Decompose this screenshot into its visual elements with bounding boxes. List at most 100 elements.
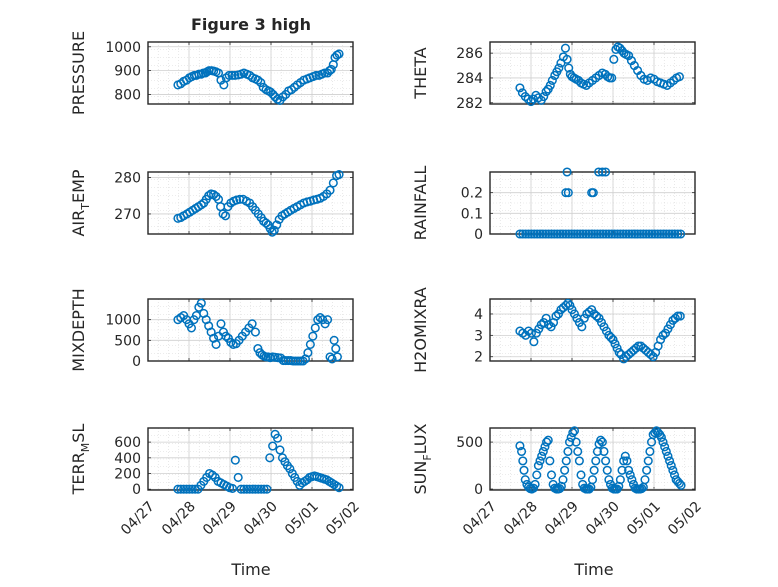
- panel-theta-data-point: [609, 54, 619, 64]
- panel-rainfall-data-point: [561, 229, 571, 239]
- panel-h2omixra-data-point: [563, 298, 573, 308]
- panel-rainfall-data-point: [541, 229, 551, 239]
- panel-sun-flux-data-point: [571, 437, 581, 447]
- panel-rainfall-data-point: [558, 229, 568, 239]
- panel-rainfall-data-point: [564, 229, 574, 239]
- panel-mixdepth-data-point: [221, 331, 231, 341]
- panel-sun-flux-data-point: [602, 465, 612, 475]
- panel-rainfall-data-point: [597, 167, 607, 177]
- panel-rainfall-data-point: [653, 229, 663, 239]
- panel-air-temp-y-tick-label: 270: [114, 207, 141, 223]
- panel-rainfall-data-point: [538, 229, 548, 239]
- panel-mixdepth-y-axis-label: MIXDEPTH: [69, 288, 88, 371]
- panel-terr-msl-data-point: [236, 484, 246, 494]
- panel-terr-msl-data-point: [285, 464, 295, 474]
- panel-sun-flux-data-point: [625, 470, 635, 480]
- panel-sun-flux-data-point: [660, 442, 670, 452]
- panel-pressure-data-point: [227, 70, 237, 80]
- panel-sun-flux-data-point: [591, 456, 601, 466]
- panel-rainfall-data-point: [555, 229, 565, 239]
- panel-rainfall-data-point: [563, 188, 573, 198]
- panel-rainfall-data-point: [529, 229, 539, 239]
- panel-sun-flux-data-point: [637, 484, 647, 494]
- panel-h2omixra-data-point: [675, 311, 685, 321]
- panel-rainfall-data-point: [567, 229, 577, 239]
- panel-rainfall-data-point: [581, 229, 591, 239]
- panel-terr-msl-data-point: [248, 484, 258, 494]
- panel-rainfall-data-point: [638, 229, 648, 239]
- panel-mixdepth: 0 500 1000 MIXDEPTH: [69, 288, 354, 372]
- panel-terr-msl-data-point: [173, 484, 183, 494]
- panel-pressure-data-point: [326, 64, 336, 74]
- panel-air-temp-data-point: [267, 227, 277, 237]
- panel-mixdepth-y-tick-label: 1000: [105, 313, 141, 329]
- panel-rainfall-data-point: [575, 229, 585, 239]
- panel-sun-flux-data-point: [584, 484, 594, 494]
- panel-sun-flux-data-point: [569, 426, 580, 436]
- panel-sun-flux-data-point: [624, 465, 634, 475]
- panel-sun-flux-data-point: [520, 475, 530, 485]
- panel-pressure: 800 900 1000 PRESSURE: [69, 31, 354, 115]
- panel-mixdepth-data-point: [298, 356, 308, 366]
- panel-rainfall-data-point: [601, 167, 611, 177]
- panel-theta-data-point: [554, 63, 564, 73]
- panel-sun-flux-data-point: [568, 428, 578, 438]
- x-axis-label-right: Time: [573, 560, 613, 579]
- panel-air-temp-data-point: [209, 190, 219, 200]
- panel-rainfall-data-point: [633, 229, 643, 239]
- panel-theta-data-point: [626, 56, 637, 66]
- panel-rainfall-data-point: [641, 229, 651, 239]
- panel-h2omixra-data-point: [608, 335, 618, 345]
- panel-rainfall-data-point: [587, 229, 597, 239]
- panel-terr-msl-y-tick-label: 0: [132, 482, 141, 498]
- panel-sun-flux-data-point: [537, 451, 547, 461]
- panel-sun-flux-data-point: [620, 451, 630, 461]
- panel-terr-msl-data-point: [268, 441, 278, 451]
- panel-sun-flux-y-tick-label: 500: [456, 435, 483, 451]
- panel-sun-flux-data-point: [674, 478, 684, 488]
- panel-theta: 282 284 286 THETA: [411, 41, 696, 112]
- panel-pressure-data-point: [230, 70, 240, 80]
- panel-mixdepth-data-point: [305, 339, 315, 350]
- panel-air-temp-data-point: [325, 185, 335, 195]
- panel-terr-msl-y-tick-label: 400: [114, 451, 141, 467]
- panel-theta-data-point: [539, 92, 549, 102]
- panel-terr-msl-data-point: [250, 484, 260, 494]
- panel-sun-flux-data-point: [538, 446, 548, 457]
- panel-h2omixra-data-point: [551, 311, 561, 321]
- panel-h2omixra-y-axis-label: H2OMIXRA: [411, 287, 430, 373]
- panel-rainfall-data-point: [656, 229, 666, 239]
- panel-air-temp-axes-box: [147, 171, 354, 235]
- panel-air-temp-data-point: [196, 200, 206, 210]
- panel-sun-flux-data-point: [517, 446, 527, 457]
- panel-mixdepth-y-tick-label: 500: [114, 333, 141, 349]
- panel-rainfall-data-point: [615, 229, 625, 239]
- panel-rainfall-data-point: [552, 229, 562, 239]
- panel-rainfall-data-point: [569, 229, 580, 239]
- panel-rainfall-data-point: [521, 229, 531, 239]
- panel-sun-flux-data-point: [604, 475, 614, 485]
- panel-sun-flux-data-point: [676, 480, 686, 490]
- panel-rainfall-data-point: [664, 229, 674, 239]
- panel-mixdepth-data-point: [308, 331, 318, 341]
- panel-h2omixra-data-point: [658, 330, 668, 340]
- panel-pressure-y-tick-label: 800: [114, 87, 141, 103]
- panel-pressure-data-point: [334, 49, 344, 59]
- panel-sun-flux-data-point: [656, 432, 666, 442]
- panel-sun-flux-data-point: [663, 451, 673, 461]
- panel-sun-flux-data-point: [642, 465, 652, 475]
- panel-rainfall-data-point: [590, 229, 600, 239]
- panel-air-temp-data-point: [269, 225, 279, 235]
- panel-pressure-data-point: [216, 75, 226, 85]
- panel-pressure-data-point: [268, 89, 278, 100]
- panel-rainfall-y-tick-label: 0.2: [461, 186, 483, 202]
- panel-rainfall-data-point: [661, 229, 671, 239]
- panel-h2omixra-data-point: [614, 347, 624, 357]
- panel-h2omixra-data-point: [565, 300, 575, 310]
- panel-rainfall-data-point: [676, 229, 686, 239]
- panel-h2omixra-data-point: [561, 300, 571, 310]
- panel-sun-flux-data-point: [515, 441, 525, 451]
- panel-terr-msl-data-point: [239, 484, 249, 494]
- panel-theta-data-point: [526, 96, 536, 107]
